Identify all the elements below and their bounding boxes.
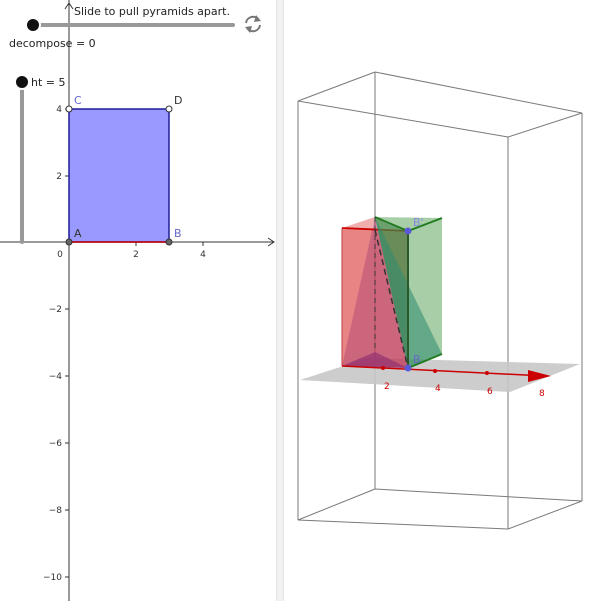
base-rectangle[interactable] [68, 108, 170, 243]
decompose-slider[interactable] [25, 17, 235, 33]
instruction-caption: Slide to pull pyramids apart. [74, 5, 230, 18]
x-tick-label: 2 [133, 250, 139, 260]
point-a-label: A [74, 227, 82, 240]
view-divider[interactable] [276, 0, 284, 601]
x-axis-3d: 2 4 6 8 [341, 365, 551, 399]
decompose-slider-label: decompose = 0 [9, 37, 96, 50]
axis-tick-label: 6 [487, 387, 493, 397]
refresh-icon[interactable] [241, 12, 265, 36]
ht-slider-label: ht = 5 [31, 76, 66, 89]
point-c[interactable] [65, 105, 73, 113]
x-tick-label: 4 [200, 250, 206, 260]
point-d[interactable] [165, 105, 173, 113]
point-b-prime[interactable] [404, 227, 412, 235]
point-b[interactable] [165, 238, 173, 246]
y-tick-label: −2 [49, 305, 62, 315]
y-tick-label: −8 [49, 506, 63, 516]
point-b-prime-label: B' [413, 216, 424, 229]
x-tick-label: 0 [57, 250, 63, 260]
axis-tick-mark [381, 366, 385, 370]
graphics-2d-view[interactable]: 0 2 4 4 2 −2 −4 −6 −8 −10 A B C D Slide … [0, 0, 276, 601]
y-tick-label: −4 [49, 372, 63, 382]
axis-tick-label: 4 [435, 384, 441, 394]
point-b-3d-label: B [413, 353, 421, 366]
y-tick-label: −10 [43, 573, 62, 583]
y-axis-arrow [64, 2, 74, 10]
axis-tick-mark [485, 371, 489, 375]
axis-tick-mark [433, 369, 437, 373]
ht-slider[interactable] [14, 74, 30, 244]
point-b-label: B [174, 227, 182, 240]
decompose-slider-handle[interactable] [25, 17, 41, 33]
y-tick-label: 4 [56, 105, 62, 115]
axis-tick-label: 2 [384, 382, 390, 392]
hidden-edge [374, 229, 409, 369]
y-tick-label: 2 [56, 172, 62, 182]
point-a[interactable] [65, 238, 73, 246]
point-c-label: C [74, 94, 82, 107]
axis-tick-label: 8 [539, 389, 545, 399]
green-pyramid[interactable] [374, 216, 443, 369]
x-axis-arrow [267, 237, 275, 247]
graphics-3d-view[interactable]: 2 4 6 8 B B' [284, 0, 600, 601]
point-d-label: D [174, 94, 182, 107]
ht-slider-handle[interactable] [14, 74, 30, 90]
y-tick-label: −6 [49, 439, 63, 449]
point-b-3d[interactable] [404, 364, 412, 372]
